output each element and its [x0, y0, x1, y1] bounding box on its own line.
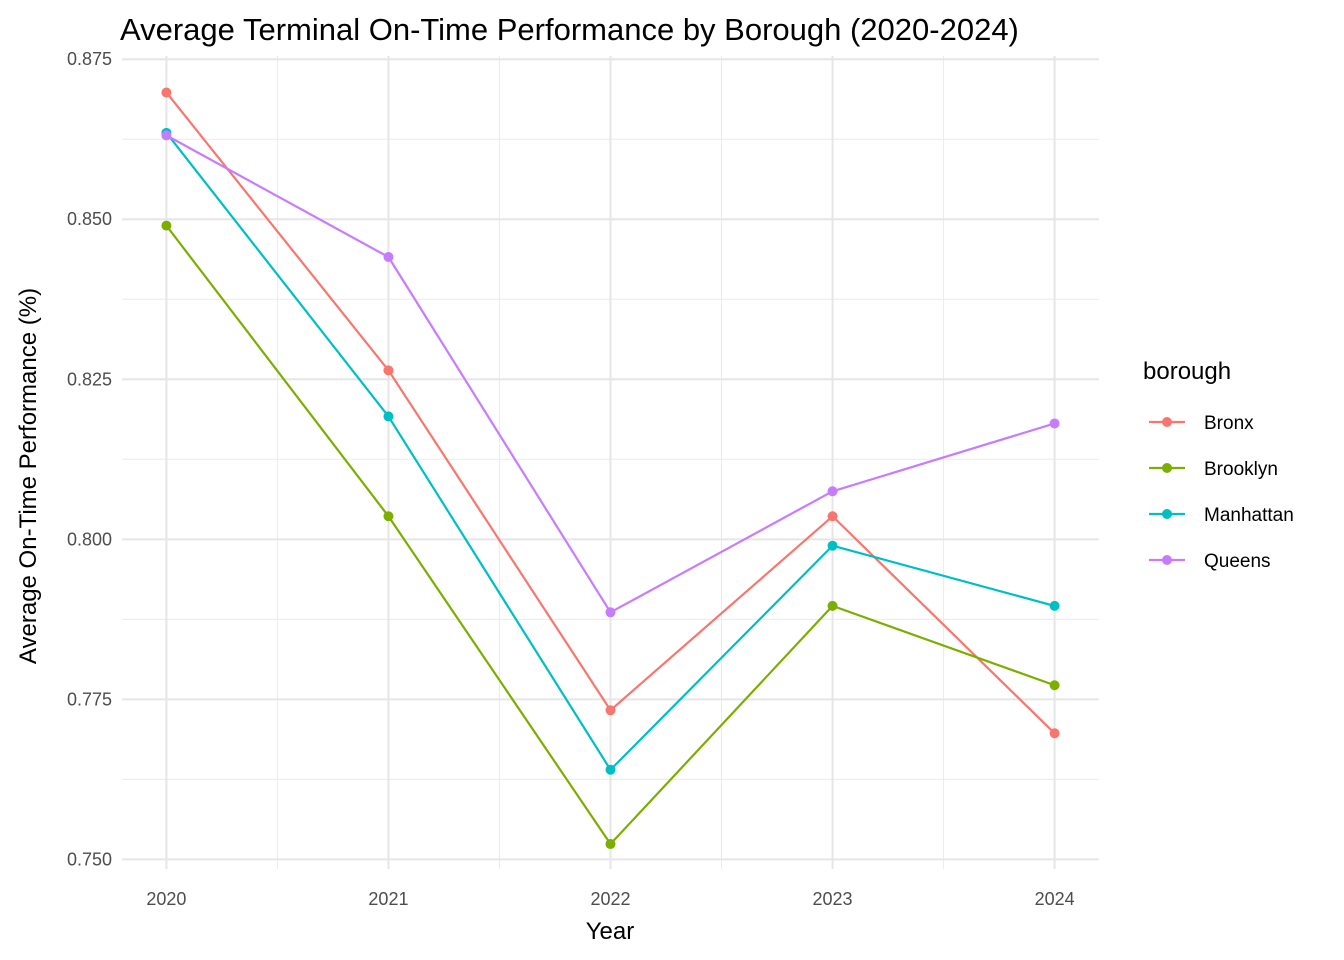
chart-title: Average Terminal On-Time Performance by …	[120, 12, 1019, 47]
x-axis-label: Year	[586, 918, 635, 945]
data-point-bronx	[605, 705, 616, 716]
data-point-queens	[827, 486, 838, 497]
data-point-manhattan	[1049, 600, 1060, 611]
legend-label-bronx: Bronx	[1204, 413, 1254, 434]
data-point-bronx	[827, 511, 838, 522]
data-point-queens	[161, 130, 172, 141]
data-point-brooklyn	[827, 600, 838, 611]
data-point-queens	[383, 252, 394, 263]
legend-key-queens	[1149, 555, 1185, 565]
data-point-manhattan	[605, 764, 616, 775]
legend-title: borough	[1143, 358, 1231, 385]
legend-label-manhattan: Manhattan	[1204, 505, 1294, 526]
data-point-manhattan	[827, 540, 838, 551]
legend-label-queens: Queens	[1204, 551, 1271, 572]
y-tick-label: 0.800	[67, 529, 112, 549]
data-point-bronx	[1049, 728, 1060, 739]
x-tick-label: 2020	[146, 889, 186, 909]
data-point-manhattan	[383, 411, 394, 422]
series-points	[161, 87, 1060, 850]
x-axis-ticks: 2020 2021 2022 2023 2024	[146, 889, 1074, 909]
y-tick-label: 0.750	[67, 849, 112, 869]
y-tick-label: 0.775	[67, 689, 112, 709]
legend-key-brooklyn	[1149, 463, 1185, 473]
legend: Bronx Brooklyn Manhattan Queens	[1149, 413, 1294, 572]
legend-key-point	[1162, 509, 1172, 519]
data-point-brooklyn	[605, 839, 616, 850]
legend-key-bronx	[1149, 417, 1185, 427]
data-point-bronx	[161, 87, 172, 98]
data-point-brooklyn	[383, 511, 394, 522]
legend-key-point	[1162, 555, 1172, 565]
y-tick-label: 0.850	[67, 209, 112, 229]
major-gridlines	[122, 56, 1099, 869]
legend-label-brooklyn: Brooklyn	[1204, 459, 1278, 480]
x-tick-label: 2024	[1035, 889, 1075, 909]
data-point-queens	[605, 607, 616, 618]
data-point-bronx	[383, 365, 394, 376]
y-axis-label: Average On-Time Performance (%)	[15, 288, 42, 664]
y-axis-ticks: 0.750 0.775 0.800 0.825 0.850 0.875	[67, 49, 112, 869]
legend-key-manhattan	[1149, 509, 1185, 519]
data-point-brooklyn	[1049, 680, 1060, 691]
data-point-queens	[1049, 418, 1060, 429]
x-tick-label: 2023	[813, 889, 853, 909]
x-tick-label: 2021	[368, 889, 408, 909]
legend-key-point	[1162, 463, 1172, 473]
y-tick-label: 0.875	[67, 49, 112, 69]
x-tick-label: 2022	[590, 889, 630, 909]
legend-key-point	[1162, 417, 1172, 427]
y-tick-label: 0.825	[67, 369, 112, 389]
data-point-brooklyn	[161, 220, 172, 231]
